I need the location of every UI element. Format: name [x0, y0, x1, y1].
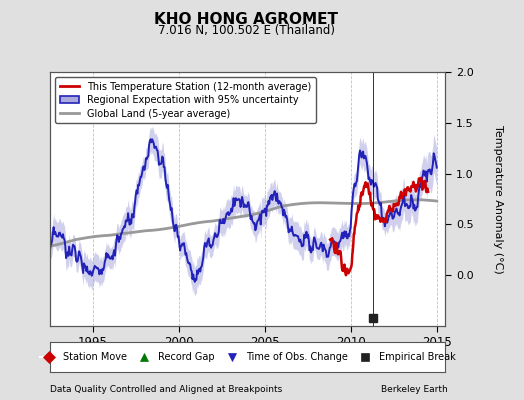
- Y-axis label: Temperature Anomaly (°C): Temperature Anomaly (°C): [493, 125, 503, 273]
- Text: KHO HONG AGROMET: KHO HONG AGROMET: [154, 12, 339, 27]
- Legend: Station Move, Record Gap, Time of Obs. Change, Empirical Break: Station Move, Record Gap, Time of Obs. C…: [37, 349, 458, 365]
- Text: Data Quality Controlled and Aligned at Breakpoints: Data Quality Controlled and Aligned at B…: [50, 386, 282, 394]
- Legend: This Temperature Station (12-month average), Regional Expectation with 95% uncer: This Temperature Station (12-month avera…: [54, 77, 316, 123]
- Text: 7.016 N, 100.502 E (Thailand): 7.016 N, 100.502 E (Thailand): [158, 24, 335, 37]
- Text: Berkeley Earth: Berkeley Earth: [381, 386, 448, 394]
